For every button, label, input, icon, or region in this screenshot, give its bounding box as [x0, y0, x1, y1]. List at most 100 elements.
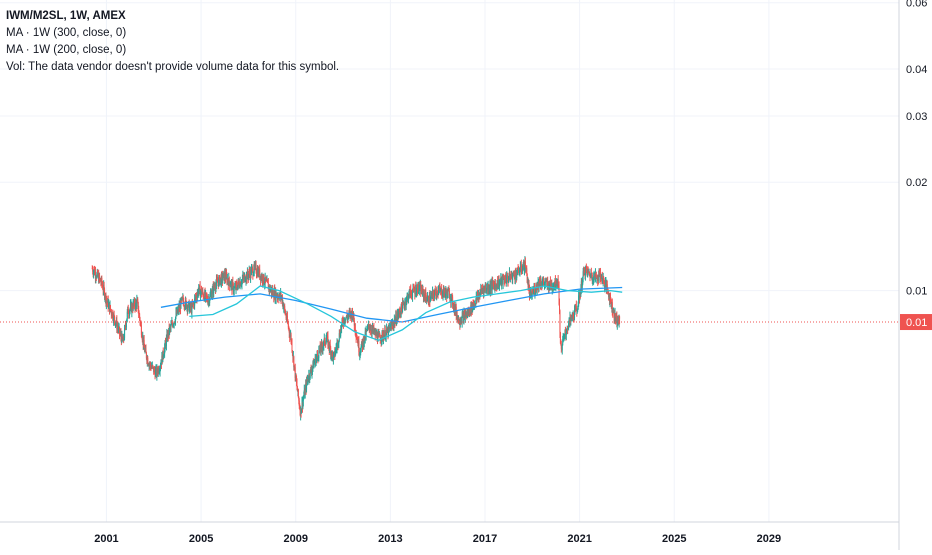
candle-body	[125, 322, 127, 328]
y-tick-label: 0.03	[906, 111, 927, 123]
candle-body	[134, 300, 136, 307]
candle-body	[377, 334, 379, 342]
candle-body	[486, 287, 488, 292]
candle-body	[557, 279, 559, 285]
candle-body	[502, 276, 504, 284]
candle-body	[575, 305, 577, 309]
candle-body	[302, 398, 304, 401]
candle-body	[147, 357, 149, 364]
candle-body	[109, 305, 111, 310]
moving-averages	[160, 285, 623, 341]
candle-body	[124, 328, 126, 338]
candle-body	[345, 318, 347, 322]
candle-body	[309, 369, 311, 379]
grid	[0, 0, 899, 522]
candle-body	[419, 285, 421, 289]
candle-body	[452, 305, 454, 308]
candle-body	[110, 310, 112, 315]
y-tick-label: 0.04	[906, 64, 927, 76]
candle-body	[211, 288, 213, 295]
candle-body	[469, 308, 471, 314]
candle-body	[435, 291, 437, 296]
candle-body	[287, 323, 289, 328]
candle-body	[360, 346, 362, 353]
candle-body	[105, 294, 107, 304]
candle-body	[291, 350, 293, 355]
candle-body	[619, 316, 621, 319]
candle-body	[494, 283, 496, 290]
candle-body	[170, 324, 172, 328]
candle-body	[604, 280, 606, 288]
candle-body	[263, 274, 265, 283]
candle-body	[461, 315, 463, 323]
candle-body	[209, 294, 211, 300]
x-tick-label: 2021	[567, 533, 591, 545]
candle-body	[291, 341, 293, 351]
candle-body	[304, 388, 306, 396]
candle-body	[313, 363, 315, 369]
candle-body	[120, 333, 122, 338]
volume-legend[interactable]: Vol: The data vendor doesn't provide vol…	[6, 61, 340, 73]
candle-body	[589, 271, 591, 276]
candle-body	[581, 284, 583, 288]
candle-body	[94, 272, 96, 278]
candles	[91, 256, 621, 421]
ma-300-line	[160, 286, 623, 323]
candle-body	[568, 323, 570, 329]
candle-body	[513, 274, 515, 279]
candle-body	[318, 350, 320, 359]
candle-body	[558, 285, 560, 305]
candle-body	[447, 290, 449, 296]
x-tick-label: 2009	[283, 533, 307, 545]
candle-body	[297, 389, 299, 398]
candle-body	[408, 291, 410, 298]
candle-body	[549, 280, 551, 286]
candle-body	[200, 291, 202, 296]
candle-body	[185, 299, 187, 302]
candle-body	[589, 274, 591, 278]
candle-body	[506, 275, 508, 283]
candle-body	[402, 302, 404, 313]
candle-body	[152, 365, 154, 367]
candle-body	[290, 334, 292, 342]
candle-body	[358, 341, 360, 352]
candle-body	[517, 267, 519, 275]
candle-body	[145, 348, 147, 353]
candle-body	[293, 356, 295, 368]
candle-body	[559, 332, 561, 344]
x-tick-label: 2025	[662, 533, 686, 545]
candle-body	[577, 305, 579, 310]
symbol-title[interactable]: IWM/M2SL, 1W, AMEX	[6, 10, 126, 22]
candle-body	[543, 280, 545, 283]
candle-body	[505, 277, 507, 283]
candle-body	[611, 302, 613, 312]
candle-body	[266, 279, 268, 282]
candle-body	[187, 307, 189, 311]
candle-body	[412, 291, 414, 297]
candle-body	[144, 350, 146, 352]
candle-body	[353, 313, 355, 321]
candle-body	[316, 353, 318, 356]
ma-200-legend[interactable]: MA · 1W (200, close, 0)	[6, 44, 127, 56]
candle-body	[213, 284, 215, 293]
last-price-label: 0.01	[906, 317, 927, 329]
candle-body	[114, 320, 116, 325]
ma-300-legend[interactable]: MA · 1W (300, close, 0)	[6, 27, 127, 39]
candle-body	[143, 340, 145, 348]
candle-body	[113, 314, 115, 321]
candle-body	[284, 306, 286, 310]
candle-body	[255, 264, 257, 273]
candle-body	[561, 345, 563, 351]
y-tick-label: 0.06	[906, 0, 927, 10]
candle-body	[189, 306, 191, 312]
candle-body	[427, 296, 429, 304]
candle-body	[519, 266, 521, 271]
candle-body	[512, 275, 514, 281]
candle-body	[104, 289, 106, 299]
candle-body	[108, 303, 110, 308]
chart-legend: IWM/M2SL, 1W, AMEX MA · 1W (300, close, …	[6, 8, 339, 76]
candle-body	[441, 288, 443, 296]
